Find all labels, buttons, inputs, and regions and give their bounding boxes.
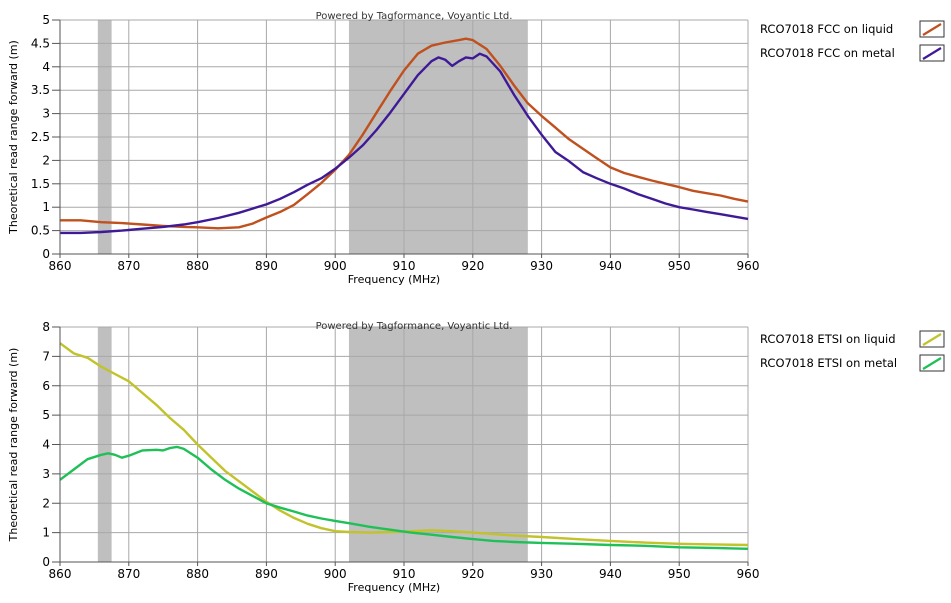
- y-tick-label: 5: [42, 408, 50, 422]
- legend-swatch-line: [922, 47, 942, 60]
- y-tick-label: 4.5: [31, 36, 50, 50]
- y-tick-label: 1.5: [31, 177, 50, 191]
- y-tick-label: 7: [42, 349, 50, 363]
- x-tick-label: 890: [255, 259, 278, 273]
- legend-label: RCO7018 ETSI on liquid: [760, 332, 896, 346]
- x-tick-label: 880: [186, 259, 209, 273]
- y-tick-label: 1: [42, 200, 50, 214]
- x-tick-label: 910: [393, 567, 416, 581]
- x-tick-label: 960: [737, 259, 760, 273]
- series-line-2: [59, 445, 749, 550]
- x-tick-label: 950: [668, 567, 691, 581]
- y-tick-label: 3: [42, 107, 50, 121]
- x-tick-label: 920: [461, 259, 484, 273]
- x-tick-label: 900: [324, 259, 347, 273]
- y-tick-label: 6: [42, 379, 50, 393]
- series-line-1: [59, 342, 749, 547]
- legend-swatch-line: [922, 357, 942, 370]
- y-tick-label: 4: [42, 438, 50, 452]
- y-tick-label: 5: [42, 13, 50, 27]
- y-tick-label: 3: [42, 467, 50, 481]
- legend-label: RCO7018 FCC on liquid: [760, 22, 893, 36]
- y-tick-label: 3.5: [31, 83, 50, 97]
- x-tick-label: 950: [668, 259, 691, 273]
- x-tick-label: 910: [393, 259, 416, 273]
- x-tick-label: 920: [461, 567, 484, 581]
- y-tick-label: 8: [42, 320, 50, 334]
- y-tick-label: 0.5: [31, 224, 50, 238]
- x-axis-label: Frequency (MHz): [348, 581, 440, 594]
- legend-label: RCO7018 ETSI on metal: [760, 356, 897, 370]
- x-tick-label: 940: [599, 567, 622, 581]
- chart-2: Powered by Tagformance, Voyantic Ltd.860…: [7, 320, 945, 594]
- y-tick-label: 0: [42, 555, 50, 569]
- x-tick-label: 870: [117, 567, 140, 581]
- x-tick-label: 890: [255, 567, 278, 581]
- watermark-text: Powered by Tagformance, Voyantic Ltd.: [316, 11, 513, 22]
- legend-swatch-line: [922, 333, 942, 346]
- legend-swatch-line: [922, 23, 942, 36]
- y-tick-label: 4: [42, 60, 50, 74]
- x-axis-label: Frequency (MHz): [348, 273, 440, 286]
- x-tick-label: 880: [186, 567, 209, 581]
- chart-1: Powered by Tagformance, Voyantic Ltd. 860…: [7, 11, 945, 286]
- y-tick-label: 2: [42, 496, 50, 510]
- series-line-2: [60, 52, 749, 235]
- x-tick-label: 940: [599, 259, 622, 273]
- y-axis-label: Theoretical read range forward (m): [7, 40, 20, 235]
- x-tick-label: 860: [49, 259, 72, 273]
- watermark-text: Powered by Tagformance, Voyantic Ltd.: [316, 321, 513, 332]
- x-tick-label: 930: [530, 259, 553, 273]
- y-tick-label: 2.5: [31, 130, 50, 144]
- y-tick-label: 2: [42, 153, 50, 167]
- y-axis-label: Theoretical read range forward (m): [7, 348, 20, 543]
- y-tick-label: 1: [42, 526, 50, 540]
- series-line-1: [60, 37, 749, 230]
- y-tick-label: 0: [42, 247, 50, 261]
- legend-label: RCO7018 FCC on metal: [760, 46, 895, 60]
- x-tick-label: 960: [737, 567, 760, 581]
- x-tick-label: 930: [530, 567, 553, 581]
- x-tick-label: 900: [324, 567, 347, 581]
- x-tick-label: 860: [49, 567, 72, 581]
- x-tick-label: 870: [117, 259, 140, 273]
